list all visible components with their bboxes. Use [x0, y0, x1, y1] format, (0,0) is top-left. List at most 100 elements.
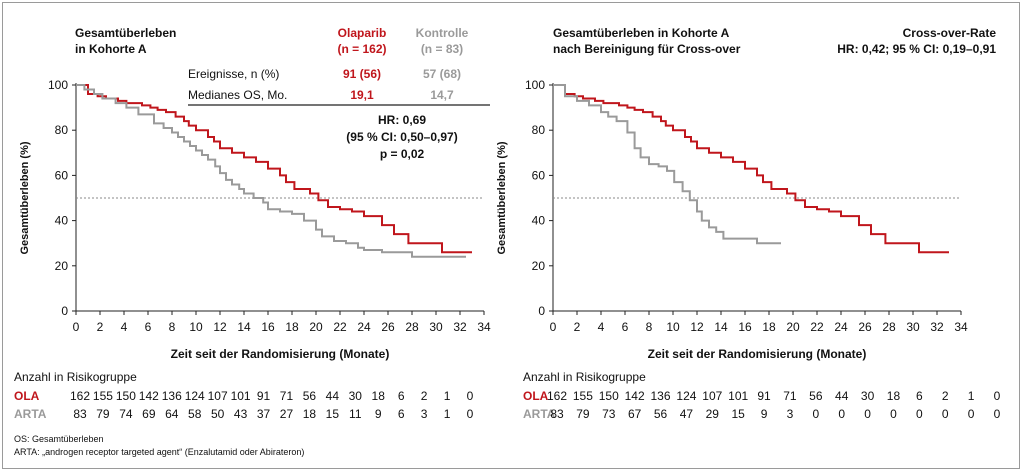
x-tick-label: 18 [762, 320, 776, 334]
risk-value: 2 [421, 389, 428, 403]
x-tick-label: 8 [169, 320, 176, 334]
x-tick-label: 30 [906, 320, 920, 334]
risk-value: 74 [119, 407, 133, 421]
y-tick-label: 100 [525, 78, 545, 92]
risk-value: 0 [994, 389, 1001, 403]
x-tick-label: 4 [121, 320, 128, 334]
stats-line: (95 % CI: 0,50–0,97) [346, 130, 457, 144]
risk-value: 0 [467, 389, 474, 403]
x-tick-label: 6 [145, 320, 152, 334]
risk-value: 71 [783, 389, 797, 403]
x-tick-label: 14 [237, 320, 251, 334]
risk-value: 107 [702, 389, 722, 403]
risk-value: 0 [968, 407, 975, 421]
y-axis-label: Gesamtüberleben (%) [19, 141, 31, 254]
x-tick-label: 22 [810, 320, 824, 334]
chart-title-line: Gesamtüberleben [75, 26, 176, 40]
risk-value: 44 [835, 389, 849, 403]
risk-table-title: Anzahl in Risikogruppe [523, 370, 646, 384]
x-tick-label: 22 [333, 320, 347, 334]
y-tick-label: 0 [61, 304, 68, 318]
x-tick-label: 0 [73, 320, 80, 334]
x-tick-label: 32 [453, 320, 467, 334]
x-tick-label: 10 [189, 320, 203, 334]
x-tick-label: 28 [405, 320, 419, 334]
x-tick-label: 4 [598, 320, 605, 334]
x-tick-label: 12 [690, 320, 704, 334]
legend-n-olaparib: (n = 162) [337, 42, 386, 56]
footnote-arta: ARTA: „androgen receptor targeted agent“… [14, 447, 305, 457]
legend-row-label: Ereignisse, n (%) [188, 67, 279, 81]
x-tick-label: 14 [714, 320, 728, 334]
risk-value: 79 [96, 407, 110, 421]
x-tick-label: 34 [477, 320, 491, 334]
risk-value: 6 [398, 407, 405, 421]
stats-line: HR: 0,69 [378, 113, 426, 127]
risk-value: 1 [968, 389, 975, 403]
legend-row-ctrl-value: 14,7 [430, 88, 454, 102]
risk-value: 124 [185, 389, 205, 403]
risk-value: 64 [165, 407, 179, 421]
risk-value: 79 [576, 407, 590, 421]
risk-value: 18 [372, 389, 386, 403]
legend-row-label: Medianes OS, Mo. [188, 88, 287, 102]
risk-value: 0 [942, 407, 949, 421]
x-tick-label: 16 [738, 320, 752, 334]
risk-value: 136 [651, 389, 671, 403]
risk-value: 0 [864, 407, 871, 421]
risk-value: 3 [421, 407, 428, 421]
risk-value: 3 [787, 407, 794, 421]
risk-value: 18 [887, 389, 901, 403]
legend-row-ola-value: 91 (56) [343, 67, 381, 81]
risk-value: 44 [326, 389, 340, 403]
risk-value: 107 [208, 389, 228, 403]
risk-table-title: Anzahl in Risikogruppe [14, 370, 137, 384]
risk-value: 0 [467, 407, 474, 421]
y-tick-label: 80 [532, 123, 546, 137]
risk-value: 6 [398, 389, 405, 403]
risk-value: 162 [70, 389, 90, 403]
risk-value: 37 [257, 407, 271, 421]
x-tick-label: 2 [574, 320, 581, 334]
risk-value: 136 [162, 389, 182, 403]
y-tick-label: 40 [55, 214, 69, 228]
risk-value: 67 [628, 407, 642, 421]
risk-value: 15 [326, 407, 340, 421]
x-tick-label: 34 [954, 320, 968, 334]
risk-value: 155 [573, 389, 593, 403]
risk-value: 18 [303, 407, 317, 421]
risk-value: 47 [680, 407, 694, 421]
chart-title-line: in Kohorte A [75, 42, 147, 56]
y-tick-label: 100 [48, 78, 68, 92]
risk-value: 1 [444, 389, 451, 403]
km-curve-ola [76, 84, 472, 254]
risk-value: 162 [547, 389, 567, 403]
km-curve-arta [553, 84, 781, 245]
risk-value: 101 [728, 389, 748, 403]
x-tick-label: 12 [213, 320, 227, 334]
risk-value: 71 [280, 389, 294, 403]
risk-row-label: OLA [14, 389, 40, 403]
legend-header-kontrolle: Kontrolle [416, 26, 469, 40]
x-axis-label: Zeit seit der Randomisierung (Monate) [648, 347, 867, 361]
risk-value: 1 [444, 407, 451, 421]
x-tick-label: 26 [858, 320, 872, 334]
risk-value: 0 [812, 407, 819, 421]
risk-value: 30 [349, 389, 363, 403]
crossover-title: Cross-over-Rate [903, 26, 997, 40]
risk-value: 155 [93, 389, 113, 403]
risk-value: 91 [757, 389, 771, 403]
risk-row-label: ARTA [14, 407, 47, 421]
y-tick-label: 40 [532, 214, 546, 228]
risk-row-label: OLA [523, 389, 549, 403]
risk-value: 56 [809, 389, 823, 403]
x-tick-label: 10 [666, 320, 680, 334]
x-tick-label: 20 [786, 320, 800, 334]
footnote-os: OS: Gesamtüberleben [14, 434, 104, 444]
risk-value: 43 [234, 407, 248, 421]
stats-line: p = 0,02 [380, 147, 425, 161]
risk-value: 69 [142, 407, 156, 421]
x-axis-label: Zeit seit der Randomisierung (Monate) [171, 347, 390, 361]
risk-value: 27 [280, 407, 294, 421]
